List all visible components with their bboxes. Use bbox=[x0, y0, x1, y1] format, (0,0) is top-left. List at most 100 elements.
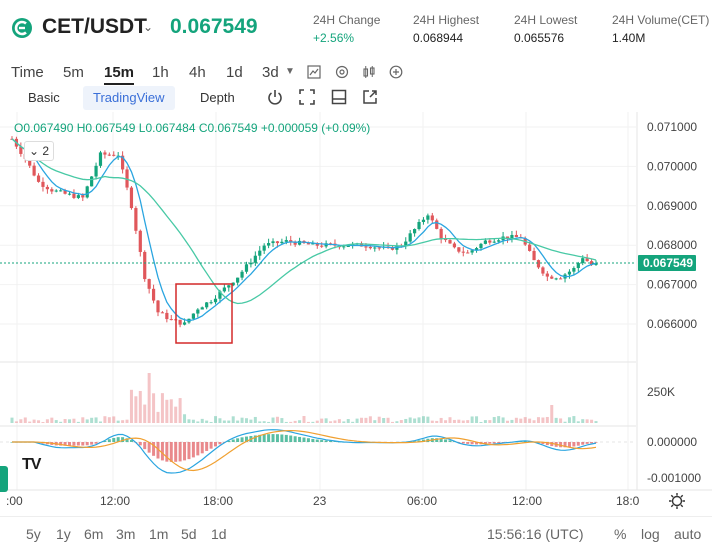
percent-toggle[interactable]: % bbox=[614, 526, 627, 542]
volume-bar bbox=[448, 417, 452, 423]
volume-bar bbox=[466, 420, 470, 423]
volume-bar bbox=[138, 390, 142, 423]
volume-bar bbox=[483, 420, 487, 423]
tf-5m[interactable]: 5m bbox=[63, 64, 84, 81]
candle-body bbox=[585, 258, 589, 262]
candle-body bbox=[581, 258, 585, 264]
fullscreen-icon[interactable] bbox=[298, 88, 316, 106]
tf-1h[interactable]: 1h bbox=[152, 64, 169, 81]
price-tick: 0.070000 bbox=[647, 159, 697, 173]
candle-body bbox=[36, 175, 41, 182]
macd-bar bbox=[183, 442, 187, 461]
time-tick: 18:0 bbox=[616, 494, 640, 508]
volume-bar bbox=[23, 417, 27, 423]
side-panel-tab[interactable] bbox=[0, 466, 8, 492]
candle-body bbox=[483, 240, 487, 244]
chevron-down-icon[interactable]: ⌄ bbox=[143, 20, 154, 34]
save-icon[interactable] bbox=[330, 88, 348, 106]
candle-body bbox=[505, 236, 510, 239]
chart-type-icon[interactable] bbox=[307, 65, 321, 79]
range-5y[interactable]: 5y bbox=[26, 526, 41, 542]
volume-bar bbox=[395, 421, 399, 423]
candle-body bbox=[554, 278, 558, 280]
candle-body bbox=[359, 243, 364, 247]
macd-bar bbox=[320, 440, 324, 442]
macd-bar bbox=[258, 434, 262, 442]
range-1y[interactable]: 1y bbox=[56, 526, 71, 542]
range-5d[interactable]: 5d bbox=[181, 526, 197, 542]
volume-bar bbox=[205, 420, 209, 423]
volume-bar bbox=[337, 419, 341, 423]
macd-bar bbox=[461, 442, 465, 444]
volume-bar bbox=[37, 420, 41, 423]
auto-toggle[interactable]: auto bbox=[674, 526, 702, 542]
candle-body bbox=[85, 186, 89, 198]
volume-bar bbox=[271, 417, 275, 423]
stat-24h-highest: 24H Highest 0.068944 bbox=[413, 13, 480, 45]
candle-body bbox=[417, 222, 421, 230]
tf-4h[interactable]: 4h bbox=[189, 64, 206, 81]
volume-bar bbox=[289, 421, 293, 423]
macd-bar bbox=[541, 442, 545, 444]
volume-bar bbox=[373, 420, 377, 423]
volume-bar bbox=[125, 419, 129, 423]
range-6m[interactable]: 6m bbox=[84, 526, 104, 542]
tf-15m[interactable]: 15m bbox=[104, 64, 135, 81]
candle-body bbox=[572, 268, 576, 272]
add-icon[interactable] bbox=[389, 65, 403, 79]
log-toggle[interactable]: log bbox=[641, 526, 660, 542]
macd-bar bbox=[439, 438, 443, 442]
candle-body bbox=[222, 287, 226, 292]
volume-bar bbox=[541, 417, 545, 423]
macd-bar bbox=[563, 442, 567, 448]
volume-bar bbox=[32, 419, 36, 423]
legend-collapse-button[interactable]: ⌄ 2 bbox=[24, 141, 54, 161]
indicator-icon[interactable] bbox=[335, 65, 349, 79]
macd-bar bbox=[284, 434, 288, 442]
candle-body bbox=[169, 319, 173, 321]
macd-bar bbox=[209, 442, 213, 449]
ohlc-legend: O0.067490 H0.067549 L0.067484 C0.067549 … bbox=[14, 121, 371, 135]
price-axis: 0.071000 0.070000 0.069000 0.068000 0.067000… bbox=[647, 120, 701, 485]
macd-bar bbox=[85, 442, 89, 446]
tf-time[interactable]: Time bbox=[11, 64, 44, 81]
view-depth[interactable]: Depth bbox=[200, 90, 235, 105]
volume-bar bbox=[329, 421, 333, 423]
volume-bar bbox=[156, 411, 160, 423]
share-icon[interactable] bbox=[361, 88, 379, 106]
utc-clock[interactable]: 15:56:16 (UTC) bbox=[487, 526, 584, 542]
tf-3d[interactable]: 3d bbox=[262, 64, 279, 81]
view-basic[interactable]: Basic bbox=[28, 90, 60, 105]
candle-body bbox=[320, 245, 324, 247]
volume-bar bbox=[76, 421, 80, 423]
power-icon[interactable] bbox=[266, 88, 284, 106]
macd-bar bbox=[483, 442, 487, 445]
macd-bar bbox=[324, 440, 328, 442]
volume-bar bbox=[112, 416, 116, 423]
candle-body bbox=[196, 309, 200, 314]
candle-body bbox=[342, 246, 346, 248]
macd-bar bbox=[302, 437, 306, 442]
candle-body bbox=[589, 261, 594, 265]
candles-icon[interactable] bbox=[362, 65, 376, 79]
macd-bar bbox=[227, 440, 231, 442]
view-tradingview[interactable]: TradingView bbox=[83, 86, 175, 110]
tf-1d[interactable]: 1d bbox=[226, 64, 243, 81]
range-1d[interactable]: 1d bbox=[211, 526, 227, 542]
range-1m[interactable]: 1m bbox=[149, 526, 169, 542]
volume-bar bbox=[311, 421, 315, 423]
pair-title[interactable]: CET/USDT bbox=[42, 15, 147, 38]
volume-bar bbox=[134, 396, 138, 423]
volume-bar bbox=[399, 420, 403, 423]
candle-body bbox=[280, 241, 284, 244]
macd-bar bbox=[191, 442, 195, 458]
price-chart[interactable]: 0.071000 0.070000 0.069000 0.068000 0.067000… bbox=[0, 112, 712, 516]
price-tick: 0.068000 bbox=[647, 238, 697, 252]
candle-body bbox=[258, 250, 262, 256]
range-3m[interactable]: 3m bbox=[116, 526, 136, 542]
tf-dropdown-icon[interactable]: ▼ bbox=[285, 66, 295, 77]
volume-bar bbox=[452, 419, 456, 423]
macd-bar bbox=[492, 442, 496, 444]
volume-bar bbox=[360, 417, 364, 423]
volume-bar bbox=[218, 418, 222, 423]
